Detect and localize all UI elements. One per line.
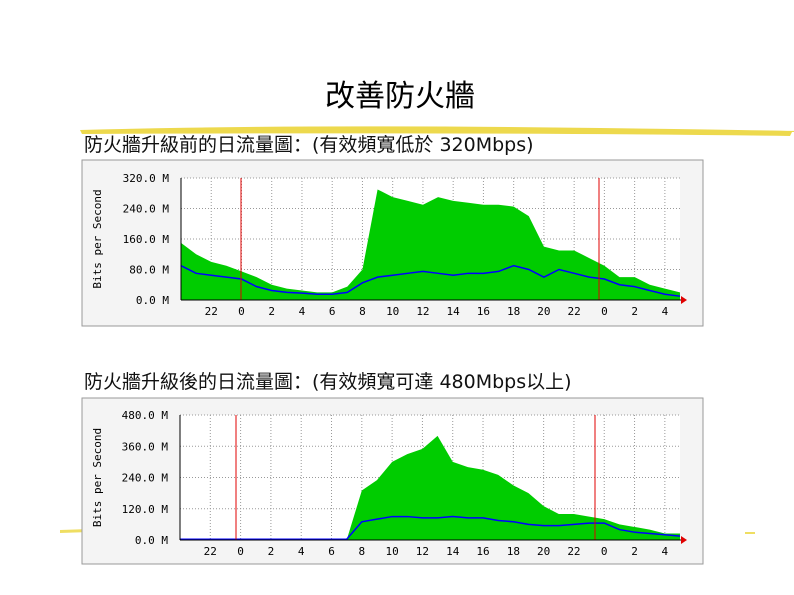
x-tick-label: 4 xyxy=(662,545,669,558)
x-tick-label: 10 xyxy=(385,545,398,558)
x-tick-label: 8 xyxy=(359,305,366,318)
x-tick-label: 0 xyxy=(601,305,608,318)
traffic-area xyxy=(180,435,680,540)
y-tick-label: 0.0 M xyxy=(135,534,168,547)
traffic-line xyxy=(180,515,681,540)
axis-arrow xyxy=(681,536,687,544)
y-axis-label: Bits per Second xyxy=(91,428,104,527)
x-tick-label: 12 xyxy=(416,305,429,318)
x-tick-label: 4 xyxy=(298,545,305,558)
y-tick-label: 240.0 M xyxy=(123,203,170,216)
chart-title: 防火牆升級前的日流量圖：(有效頻寬低於 320Mbps) xyxy=(84,134,534,156)
y-tick-label: 120.0 M xyxy=(122,503,169,516)
x-tick-label: 4 xyxy=(662,305,669,318)
y-tick-label: 80.0 M xyxy=(129,264,169,277)
x-tick-label: 20 xyxy=(537,545,550,558)
x-tick-label: 22 xyxy=(204,545,217,558)
x-tick-label: 2 xyxy=(631,545,638,558)
y-tick-label: 0.0 M xyxy=(136,294,169,307)
x-tick-label: 22 xyxy=(205,305,218,318)
brush-stroke xyxy=(80,126,794,136)
x-tick-label: 2 xyxy=(268,305,275,318)
y-tick-label: 240.0 M xyxy=(122,472,169,485)
x-tick-label: 2 xyxy=(631,305,638,318)
x-tick-label: 2 xyxy=(268,545,275,558)
x-tick-label: 0 xyxy=(601,545,608,558)
y-tick-label: 160.0 M xyxy=(123,233,170,246)
y-tick-label: 320.0 M xyxy=(123,172,170,185)
y-tick-label: 360.0 M xyxy=(122,440,169,453)
x-tick-label: 16 xyxy=(477,305,490,318)
x-tick-label: 18 xyxy=(507,545,520,558)
x-tick-label: 16 xyxy=(476,545,489,558)
y-axis-label: Bits per Second xyxy=(91,189,104,288)
x-tick-label: 20 xyxy=(537,305,550,318)
slide-title: 改善防火牆 xyxy=(325,79,475,114)
x-tick-label: 22 xyxy=(568,305,581,318)
x-tick-label: 0 xyxy=(238,305,245,318)
axis-arrow xyxy=(681,296,687,304)
x-tick-label: 10 xyxy=(386,305,399,318)
chart-title: 防火牆升級後的日流量圖：(有效頻寬可達 480Mbps以上) xyxy=(84,371,572,393)
y-tick-label: 480.0 M xyxy=(122,409,169,422)
x-tick-label: 14 xyxy=(447,305,461,318)
x-tick-label: 0 xyxy=(237,545,244,558)
x-tick-label: 6 xyxy=(329,305,336,318)
x-tick-label: 12 xyxy=(416,545,429,558)
x-tick-label: 22 xyxy=(567,545,580,558)
x-tick-label: 4 xyxy=(299,305,306,318)
x-tick-label: 14 xyxy=(446,545,460,558)
x-tick-label: 6 xyxy=(328,545,335,558)
traffic-line xyxy=(180,264,681,297)
traffic-area xyxy=(181,189,680,300)
x-tick-label: 8 xyxy=(359,545,366,558)
x-tick-label: 18 xyxy=(507,305,520,318)
